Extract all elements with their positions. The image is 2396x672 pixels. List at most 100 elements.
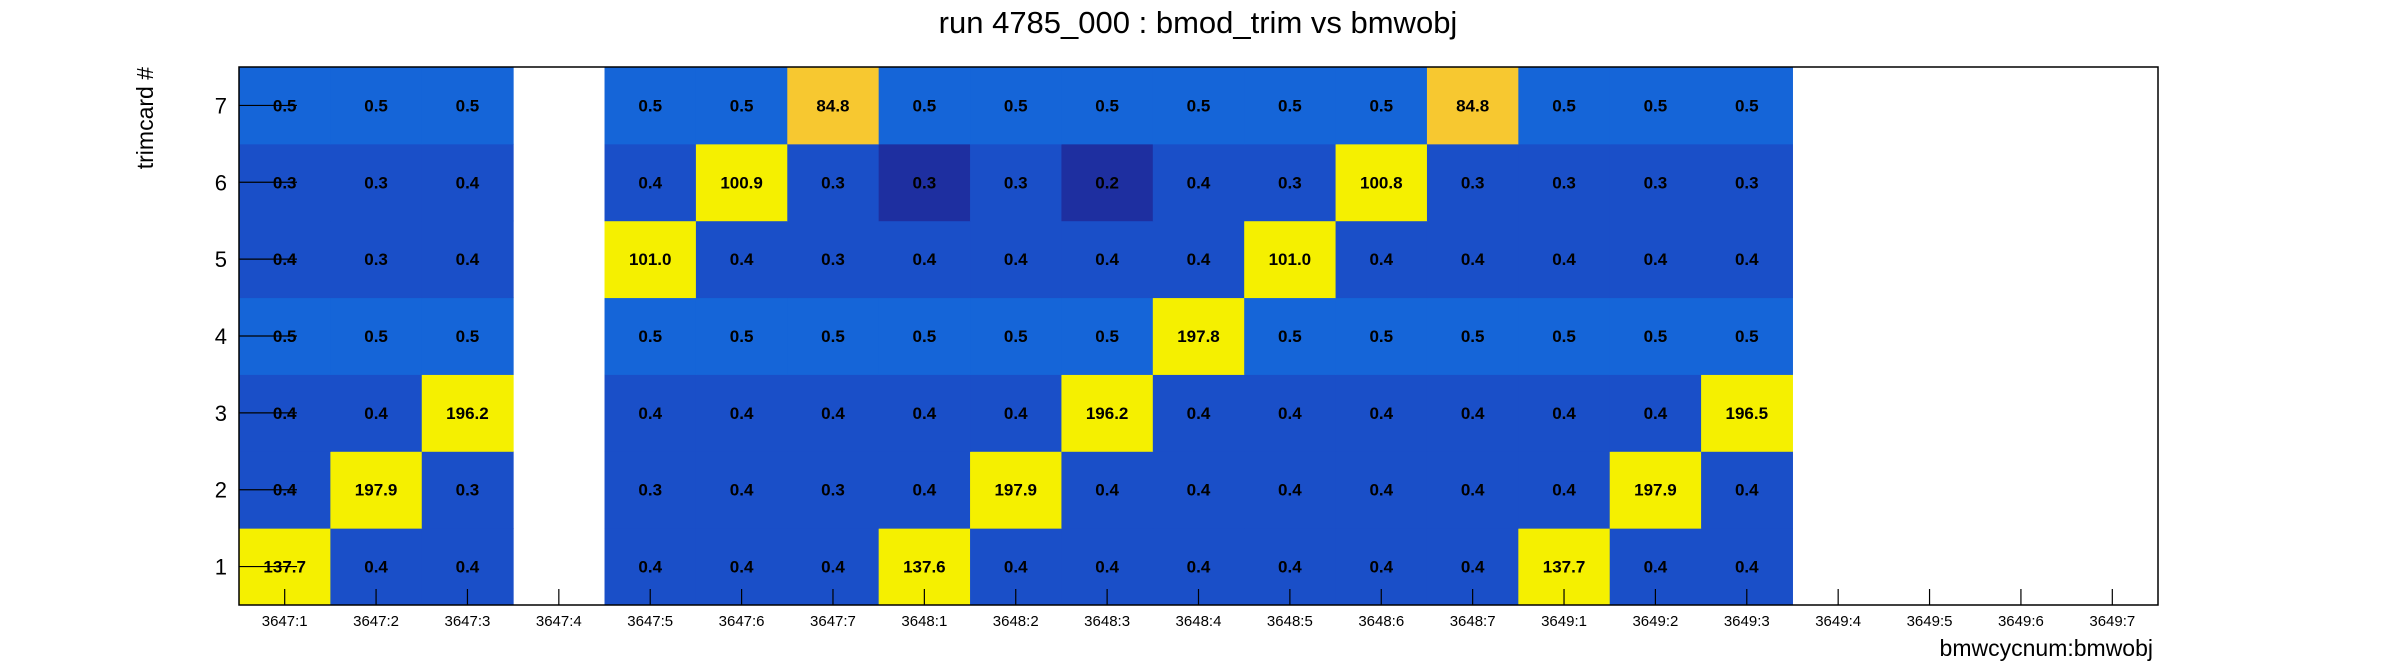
- cell-value-label: 0.4: [1461, 250, 1485, 269]
- cell-value-label: 0.4: [1187, 481, 1211, 500]
- heatmap-cell: [695, 67, 788, 145]
- cell-value-label: 0.4: [1369, 404, 1393, 423]
- cell-value-label: 197.9: [1634, 481, 1677, 500]
- heatmap-cell: [330, 220, 423, 299]
- heatmap-cell: [1426, 67, 1519, 145]
- cell-value-label: 0.4: [1187, 558, 1211, 577]
- cell-value-label: 0.5: [638, 96, 662, 115]
- x-tick-label: 3648:4: [1176, 613, 1222, 630]
- cell-value-label: 197.9: [355, 481, 398, 500]
- cell-value-label: 0.5: [1644, 96, 1668, 115]
- cell-value-label: 0.4: [913, 404, 937, 423]
- heatmap-cell: [604, 143, 697, 222]
- cell-value-label: 101.0: [629, 250, 672, 269]
- y-tick-label: 1: [215, 555, 227, 580]
- heatmap-cell: [421, 297, 514, 375]
- cell-value-label: 0.3: [364, 173, 388, 192]
- heatmap-cell: [1061, 451, 1154, 529]
- heatmap-cell: [1244, 374, 1337, 452]
- heatmap-cell: [1335, 451, 1428, 529]
- heatmap-cell: [1518, 220, 1611, 299]
- cell-value-label: 0.5: [364, 96, 388, 115]
- y-tick-label: 7: [215, 93, 227, 118]
- heatmap-cell: [1701, 297, 1793, 375]
- cell-value-label: 0.3: [913, 173, 937, 192]
- heatmap-cell: [330, 451, 423, 529]
- cell-value-label: 0.4: [1004, 404, 1028, 423]
- cell-value-label: 0.4: [730, 404, 754, 423]
- heatmap-cell: [421, 374, 514, 452]
- cell-value-label: 0.5: [1735, 327, 1759, 346]
- cell-value-label: 197.8: [1177, 327, 1220, 346]
- heatmap-cell: [421, 451, 514, 529]
- cell-value-label: 0.4: [1552, 481, 1576, 500]
- cell-value-label: 196.5: [1726, 404, 1769, 423]
- cell-value-label: 0.5: [1552, 327, 1576, 346]
- x-tick-label: 3649:3: [1724, 613, 1770, 630]
- heatmap-cell: [604, 451, 697, 529]
- x-tick-label: 3647:1: [262, 613, 308, 630]
- cell-value-label: 0.4: [730, 558, 754, 577]
- y-tick-label: 5: [215, 247, 227, 272]
- cell-value-label: 0.4: [913, 250, 937, 269]
- cell-value-label: 0.4: [1735, 481, 1759, 500]
- heatmap-cell: [1335, 374, 1428, 452]
- cell-value-label: 0.4: [456, 558, 480, 577]
- cell-value-label: 0.3: [1278, 173, 1302, 192]
- heatmap-cell: [1152, 220, 1245, 299]
- cell-value-label: 0.4: [1004, 558, 1028, 577]
- heatmap-cell: [878, 297, 971, 375]
- cell-value-label: 0.5: [1369, 96, 1393, 115]
- cell-value-label: 0.5: [1461, 327, 1485, 346]
- heatmap-cell: [1609, 297, 1702, 375]
- cell-value-label: 0.5: [456, 96, 480, 115]
- cell-value-label: 0.3: [1461, 173, 1485, 192]
- cell-value-label: 100.8: [1360, 173, 1403, 192]
- cell-value-label: 0.4: [1461, 404, 1485, 423]
- heatmap-cell: [1335, 67, 1428, 145]
- heatmap-cell: [1609, 220, 1702, 299]
- heatmap-cell: [1152, 374, 1245, 452]
- x-tick-label: 3647:3: [445, 613, 491, 630]
- chart-title: run 4785_000 : bmod_trim vs bmwobj: [939, 5, 1458, 40]
- cell-value-label: 0.5: [821, 327, 845, 346]
- heatmap-cell-labels: 137.7 0.4 0.4 0.4 0.4 0.4 137.6 0.4 0.4 0.4 0.4 0.4…: [263, 96, 1768, 576]
- heatmap-cell: [787, 451, 880, 529]
- x-axis-ticks: 3647:1 3647:2 3647:3 3647:4 3647:5 3647:6 3647…: [262, 589, 2135, 630]
- cell-value-label: 0.4: [1187, 250, 1211, 269]
- heatmap-cell: [878, 143, 971, 222]
- cell-value-label: 0.3: [1552, 173, 1576, 192]
- heatmap-cell: [421, 67, 514, 145]
- x-tick-label: 3648:6: [1358, 613, 1404, 630]
- cell-value-label: 0.4: [1735, 558, 1759, 577]
- heatmap-cell: [1609, 451, 1702, 529]
- x-tick-label: 3649:7: [2089, 613, 2135, 630]
- heatmap-cell: [1152, 297, 1245, 375]
- cell-value-label: 0.3: [1644, 173, 1668, 192]
- cell-value-label: 0.4: [1095, 558, 1119, 577]
- cell-value-label: 0.4: [456, 173, 480, 192]
- x-tick-label: 3647:5: [627, 613, 673, 630]
- cell-value-label: 0.4: [1278, 404, 1302, 423]
- cell-value-label: 0.4: [638, 404, 662, 423]
- cell-value-label: 0.4: [821, 404, 845, 423]
- y-tick-label: 2: [215, 478, 227, 503]
- cell-value-label: 0.4: [1004, 250, 1028, 269]
- cell-value-label: 84.8: [816, 96, 849, 115]
- heatmap-cell: [1426, 220, 1519, 299]
- x-tick-label: 3649:1: [1541, 613, 1587, 630]
- heatmap-cell: [1426, 143, 1519, 222]
- cell-value-label: 0.4: [364, 404, 388, 423]
- heatmap-cell: [878, 67, 971, 145]
- cell-value-label: 0.4: [1552, 250, 1576, 269]
- cell-value-label: 0.4: [730, 250, 754, 269]
- cell-value-label: 0.5: [1095, 96, 1119, 115]
- heatmap-cell: [1518, 143, 1611, 222]
- y-tick-label: 4: [215, 324, 227, 349]
- heatmap-cell: [1701, 374, 1793, 452]
- cell-value-label: 0.4: [456, 250, 480, 269]
- cell-value-label: 0.3: [821, 481, 845, 500]
- heatmap-cell: [1061, 374, 1154, 452]
- cell-value-label: 196.2: [446, 404, 489, 423]
- x-tick-label: 3648:1: [901, 613, 947, 630]
